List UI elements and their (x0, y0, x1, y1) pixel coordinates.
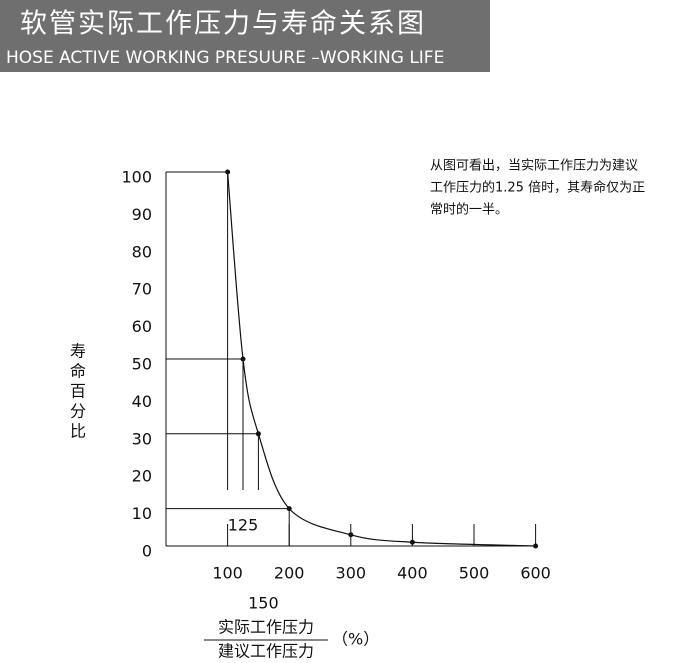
y-tick-label: 70 (132, 280, 152, 299)
x-label-numerator: 实际工作压力 (218, 618, 314, 637)
y-axis-label: 比 (70, 422, 86, 441)
point (409, 539, 415, 545)
y-tick-label: 60 (132, 317, 152, 336)
point (533, 543, 539, 549)
y-tick-label: 40 (132, 392, 152, 411)
x-label-denominator: 建议工作压力 (218, 642, 314, 661)
y-tick-label: 80 (132, 242, 152, 261)
x-tick-label: 600 (520, 564, 551, 583)
point (286, 506, 292, 512)
note: 常时的一半。 (430, 202, 508, 218)
header-subtitle: HOSE ACTIVE WORKING PRESUURE –WORKING LI… (6, 48, 444, 68)
x-tick-label: 300 (336, 564, 367, 583)
note: 从图可看出，当实际工作压力为建议 (430, 158, 638, 174)
y-axis-label: 百 (70, 382, 86, 401)
y-tick-label: 30 (132, 429, 152, 448)
annotation: 125 (228, 516, 259, 535)
x-tick-label: 100 (212, 564, 243, 583)
point (255, 431, 261, 437)
y-tick-label: 10 (132, 504, 152, 523)
point (240, 356, 246, 362)
line (227, 171, 536, 547)
x-label-unit: （%） (332, 630, 379, 649)
note: 工作压力的1.25 倍时，其寿命仅为正 (430, 180, 645, 196)
y-tick-label: 20 (132, 467, 152, 486)
x-tick-label: 200 (274, 564, 305, 583)
y-axis-label: 寿 (70, 342, 86, 361)
y-tick-label: 100 (121, 168, 152, 187)
header-title: 软管实际工作压力与寿命关系图 (20, 9, 426, 40)
header-band (0, 0, 490, 72)
point (225, 169, 231, 175)
y-axis-label: 分 (70, 402, 86, 421)
point (348, 532, 354, 538)
y-tick-label: 90 (132, 205, 152, 224)
x-tick-label: 400 (397, 564, 428, 583)
x-tick-label: 500 (459, 564, 490, 583)
y-axis-label: 命 (70, 362, 86, 381)
annotation: 150 (248, 594, 279, 613)
y-tick-label: 50 (132, 355, 152, 374)
y-tick-label: 0 (142, 542, 152, 561)
